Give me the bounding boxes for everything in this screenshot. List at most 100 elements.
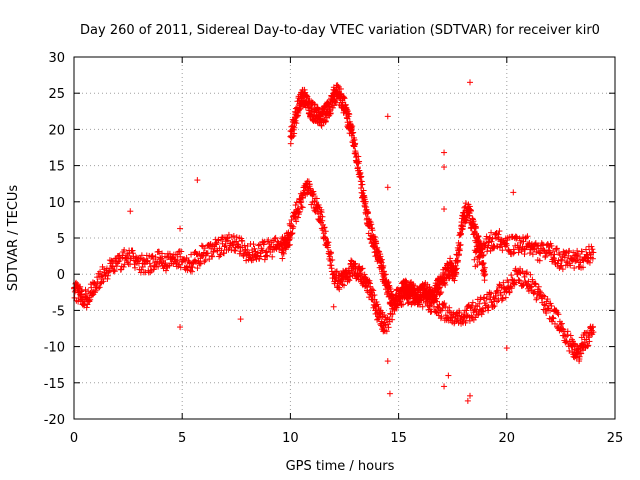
data-point bbox=[499, 295, 506, 302]
data-point bbox=[480, 260, 487, 267]
data-point bbox=[453, 270, 460, 277]
data-point bbox=[584, 343, 591, 350]
data-point bbox=[235, 243, 242, 250]
data-point bbox=[210, 248, 217, 255]
data-point bbox=[204, 250, 211, 257]
data-point bbox=[380, 327, 387, 334]
data-point bbox=[562, 339, 569, 346]
data-point bbox=[290, 223, 297, 230]
outlier-point bbox=[177, 225, 184, 232]
data-point bbox=[390, 297, 397, 304]
data-point bbox=[137, 255, 144, 262]
x-tick-label: 15 bbox=[390, 431, 407, 446]
outlier-point bbox=[441, 164, 448, 171]
data-point bbox=[290, 123, 297, 130]
data-point bbox=[385, 324, 392, 331]
data-point bbox=[400, 301, 407, 308]
y-tick-label: -5 bbox=[52, 304, 65, 319]
data-point bbox=[436, 284, 443, 291]
outlier-point bbox=[237, 316, 244, 323]
outlier-point bbox=[467, 392, 474, 399]
data-point bbox=[526, 250, 533, 257]
data-point bbox=[271, 235, 278, 242]
outlier-point bbox=[194, 177, 201, 184]
data-point bbox=[562, 250, 569, 257]
data-point bbox=[272, 234, 279, 241]
data-point bbox=[393, 304, 400, 311]
data-point bbox=[378, 256, 385, 263]
data-point bbox=[415, 301, 422, 308]
outlier-point bbox=[510, 189, 517, 196]
data-point bbox=[383, 328, 390, 335]
data-point bbox=[476, 300, 483, 307]
data-point bbox=[265, 236, 272, 243]
data-point bbox=[292, 202, 299, 209]
data-point bbox=[388, 291, 395, 298]
data-point bbox=[255, 242, 262, 249]
outlier-point bbox=[467, 79, 474, 86]
y-tick-label: -15 bbox=[44, 377, 65, 392]
data-point bbox=[547, 300, 554, 307]
data-point bbox=[250, 257, 257, 264]
data-point bbox=[358, 178, 365, 185]
data-point bbox=[557, 256, 564, 263]
outlier-point bbox=[441, 206, 448, 213]
data-point bbox=[310, 191, 317, 198]
data-point bbox=[344, 106, 351, 113]
data-point bbox=[389, 311, 396, 318]
data-point bbox=[381, 312, 388, 319]
data-point bbox=[83, 304, 90, 311]
data-point bbox=[264, 252, 271, 259]
data-point bbox=[199, 253, 206, 260]
data-point bbox=[327, 110, 334, 117]
data-point bbox=[448, 259, 455, 266]
y-tick-label: 15 bbox=[48, 160, 65, 175]
data-point bbox=[524, 233, 531, 240]
data-point bbox=[84, 301, 91, 308]
data-point bbox=[194, 265, 201, 272]
data-point bbox=[284, 241, 291, 248]
x-tick-label: 10 bbox=[282, 431, 299, 446]
data-point bbox=[340, 94, 347, 101]
data-point bbox=[95, 285, 102, 292]
data-point bbox=[503, 242, 510, 249]
data-point bbox=[364, 284, 371, 291]
data-point bbox=[555, 311, 562, 318]
data-point bbox=[579, 347, 586, 354]
data-point bbox=[502, 243, 509, 250]
data-point bbox=[490, 304, 497, 311]
data-point bbox=[574, 247, 581, 254]
data-point bbox=[523, 269, 530, 276]
data-point bbox=[109, 258, 116, 265]
data-point bbox=[474, 261, 481, 268]
data-point bbox=[391, 307, 398, 314]
outlier-point bbox=[503, 345, 510, 352]
data-point bbox=[389, 316, 396, 323]
data-point bbox=[162, 260, 169, 267]
data-point bbox=[251, 245, 258, 252]
data-point bbox=[481, 277, 488, 284]
data-point bbox=[382, 271, 389, 278]
data-point bbox=[209, 253, 216, 260]
data-point bbox=[579, 248, 586, 255]
data-point bbox=[293, 218, 300, 225]
data-point bbox=[292, 215, 299, 222]
outlier-point bbox=[464, 397, 471, 404]
data-point bbox=[519, 283, 526, 290]
x-tick-label: 20 bbox=[499, 431, 516, 446]
data-point bbox=[416, 284, 423, 291]
data-point bbox=[471, 229, 478, 236]
data-point bbox=[472, 314, 479, 321]
data-point bbox=[542, 302, 549, 309]
data-point bbox=[371, 234, 378, 241]
data-point bbox=[370, 287, 377, 294]
data-point bbox=[121, 246, 128, 253]
data-point bbox=[339, 281, 346, 288]
data-point bbox=[78, 287, 85, 294]
data-point bbox=[242, 246, 249, 253]
data-point bbox=[295, 109, 302, 116]
data-point bbox=[352, 140, 359, 147]
data-point bbox=[469, 215, 476, 222]
data-point bbox=[431, 308, 438, 315]
